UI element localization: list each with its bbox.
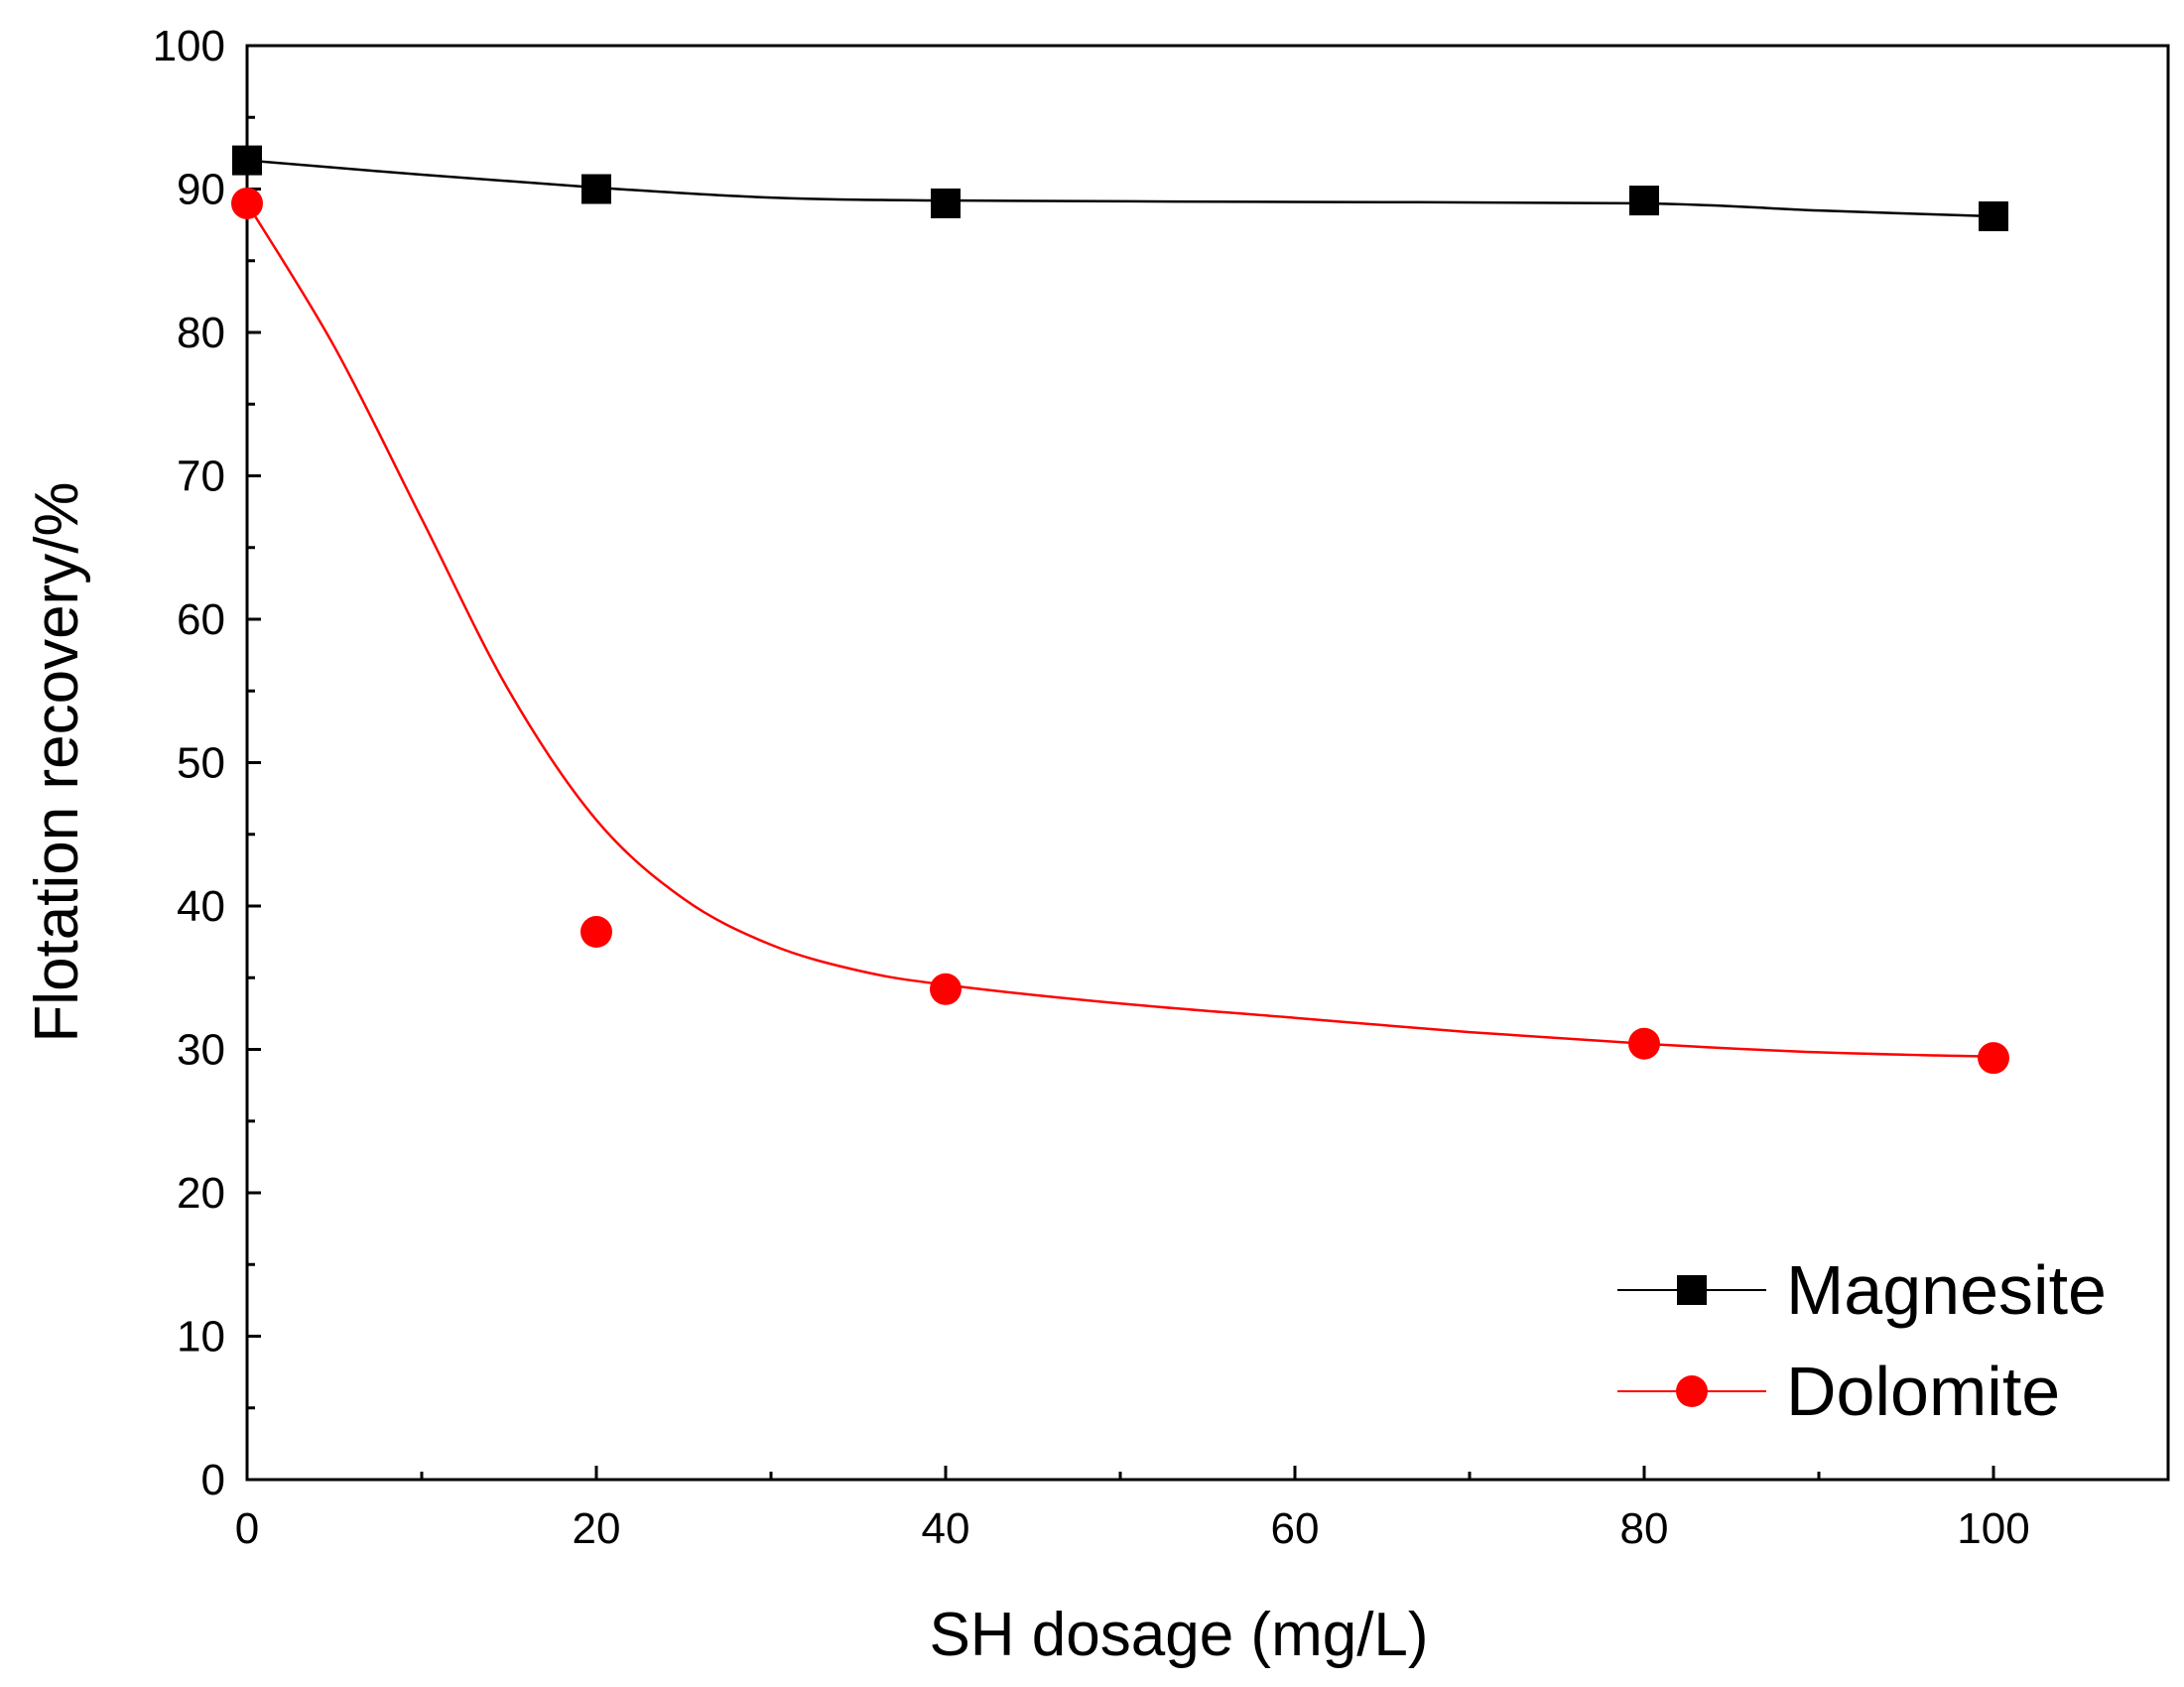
legend-label-magnesite: Magnesite — [1786, 1251, 2107, 1329]
y-tick-label: 10 — [177, 1313, 225, 1362]
x-tick-label: 80 — [1620, 1504, 1669, 1553]
series-line-dolomite — [245, 202, 1994, 1058]
y-tick-label: 20 — [177, 1169, 225, 1218]
x-tick-label: 20 — [573, 1504, 621, 1553]
x-tick-label: 0 — [235, 1504, 259, 1553]
legend-label-dolomite: Dolomite — [1786, 1353, 2060, 1430]
data-point-dolomite — [1628, 1027, 1660, 1060]
data-point-magnesite — [581, 174, 611, 204]
x-tick-label: 100 — [1957, 1504, 2029, 1553]
x-tick-label: 60 — [1271, 1504, 1320, 1553]
y-tick-label: 90 — [177, 166, 225, 214]
data-point-magnesite — [1629, 186, 1659, 216]
legend: Magnesite Dolomite — [1617, 1251, 2107, 1430]
data-point-dolomite — [231, 187, 263, 219]
y-tick-label: 80 — [177, 309, 225, 357]
y-tick-label: 70 — [177, 453, 225, 501]
legend-marker-magnesite — [1677, 1275, 1707, 1305]
y-tick-label: 60 — [177, 595, 225, 644]
y-tick-label: 30 — [177, 1026, 225, 1075]
y-tick-label: 50 — [177, 739, 225, 788]
data-point-magnesite — [1979, 200, 2008, 231]
y-tick-label: 0 — [201, 1456, 225, 1504]
series-line-magnesite — [246, 159, 1994, 218]
data-point-magnesite — [232, 145, 262, 176]
x-axis-title: SH dosage (mg/L) — [929, 1601, 1428, 1669]
data-point-magnesite — [931, 188, 961, 218]
y-tick-label: 40 — [177, 882, 225, 931]
legend-marker-dolomite — [1676, 1375, 1708, 1407]
data-point-dolomite — [580, 916, 612, 949]
x-tick-label: 40 — [922, 1504, 970, 1553]
data-point-dolomite — [1978, 1042, 2009, 1075]
y-tick-label: 100 — [153, 22, 225, 70]
y-axis-title: Flotation recovery/% — [23, 481, 91, 1042]
data-point-dolomite — [930, 973, 962, 1005]
